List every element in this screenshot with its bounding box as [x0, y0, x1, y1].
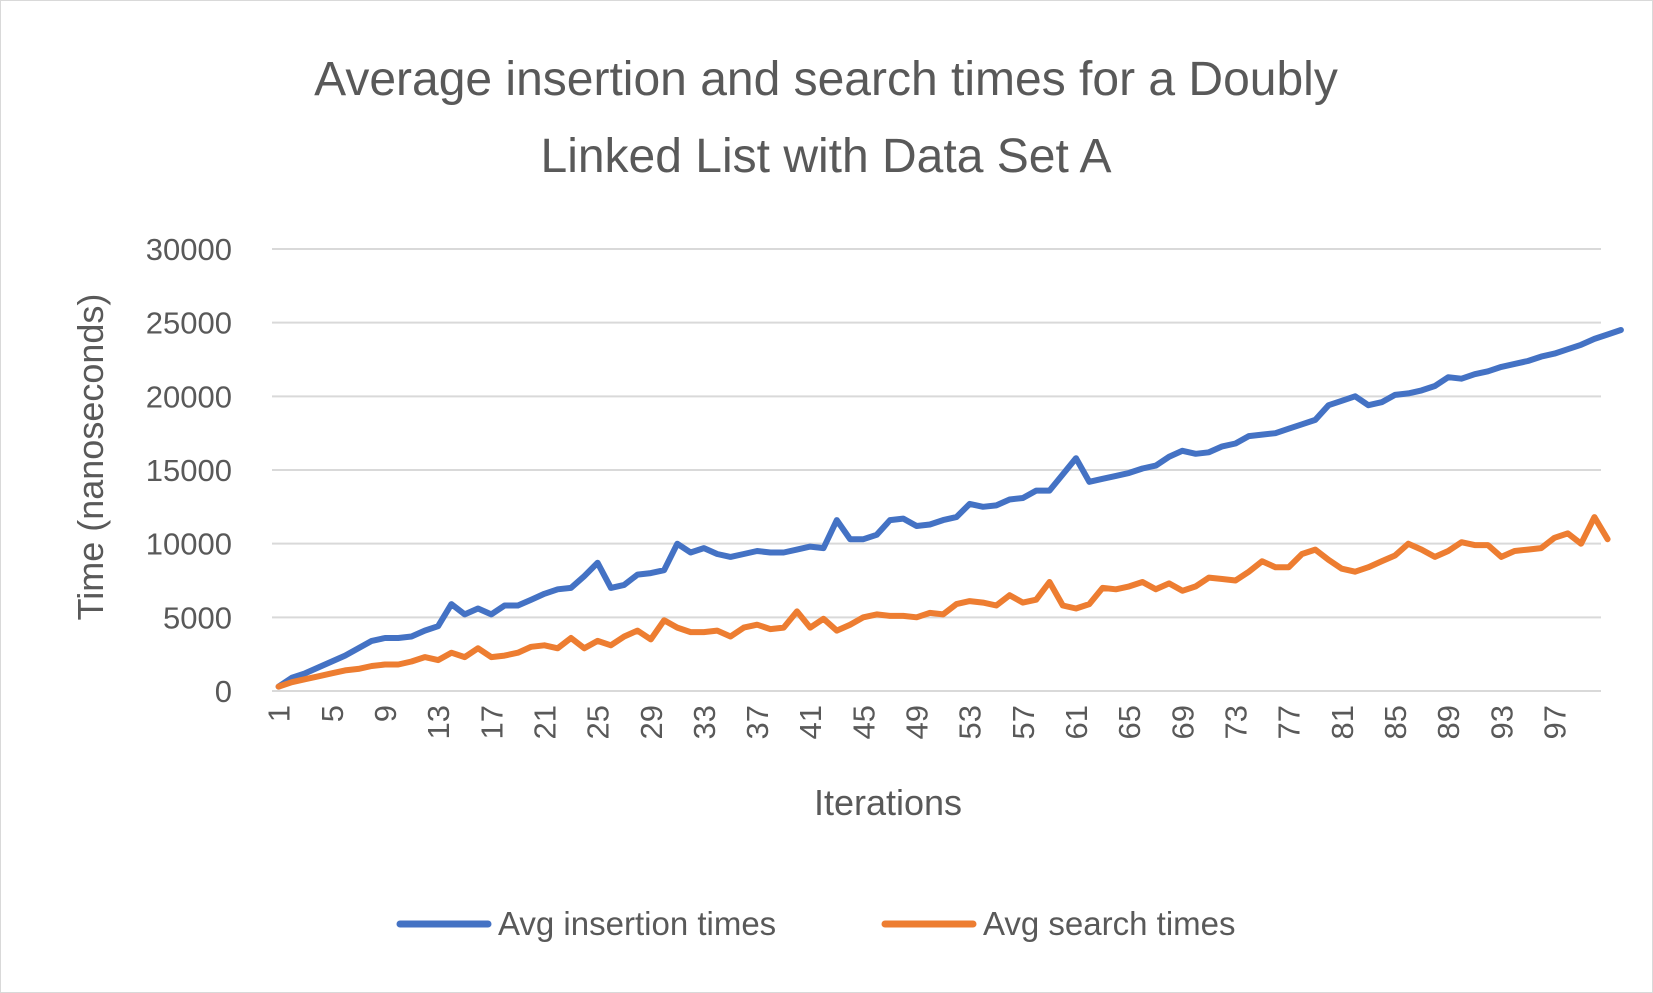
- x-tick-label: 37: [740, 705, 775, 739]
- y-axis-ticks: 0 5000 10000 15000 20000 25000 30000: [146, 232, 232, 709]
- x-tick-label: 81: [1325, 705, 1360, 739]
- x-tick-label: 85: [1378, 705, 1413, 739]
- x-tick-label: 17: [474, 705, 509, 739]
- series-lines: [275, 327, 1624, 690]
- y-axis-title: Time (nanoseconds): [70, 294, 111, 621]
- y-tick-label: 30000: [146, 232, 232, 267]
- chart-title-line-2: Linked List with Data Set A: [541, 130, 1112, 183]
- series-line-insertion: [275, 327, 1624, 690]
- y-tick-label: 10000: [146, 527, 232, 562]
- legend-label: Avg search times: [983, 905, 1236, 942]
- x-tick-label: 69: [1165, 705, 1200, 739]
- legend-label: Avg insertion times: [498, 905, 776, 942]
- x-tick-label: 45: [846, 705, 881, 739]
- x-tick-label: 29: [634, 705, 669, 739]
- x-tick-label: 53: [953, 705, 988, 739]
- y-tick-label: 5000: [163, 600, 232, 635]
- x-tick-label: 49: [900, 705, 935, 739]
- x-tick-label: 21: [527, 705, 562, 739]
- x-tick-label: 9: [368, 705, 403, 722]
- x-tick-label: 77: [1272, 705, 1307, 739]
- series-line-search: [275, 514, 1611, 690]
- x-tick-label: 57: [1006, 705, 1041, 739]
- legend: Avg insertion times Avg search times: [396, 905, 1236, 942]
- y-tick-label: 0: [215, 674, 232, 709]
- x-tick-label: 73: [1219, 705, 1254, 739]
- x-tick-label: 93: [1484, 705, 1519, 739]
- chart-title-line-1: Average insertion and search times for a…: [314, 53, 1338, 106]
- chart-title: Average insertion and search times for a…: [314, 53, 1338, 183]
- x-tick-label: 25: [581, 705, 616, 739]
- x-axis-ticks: 1 5 9 13 17 21 25 29 33 37 41 45 49 53 57 61 65 69 73 77 81 8…: [262, 705, 1573, 739]
- y-tick-label: 15000: [146, 453, 232, 488]
- x-tick-label: 41: [793, 705, 828, 739]
- x-tick-label: 61: [1059, 705, 1094, 739]
- x-tick-label: 33: [687, 705, 722, 739]
- x-tick-label: 13: [421, 705, 456, 739]
- gridlines: [272, 248, 1601, 619]
- x-tick-label: 65: [1112, 705, 1147, 739]
- y-tick-label: 25000: [146, 306, 232, 341]
- x-tick-label: 89: [1431, 705, 1466, 739]
- y-tick-label: 20000: [146, 379, 232, 414]
- x-tick-label: 5: [315, 705, 350, 722]
- x-tick-label: 97: [1537, 705, 1572, 739]
- x-axis-title: Iterations: [814, 782, 962, 823]
- x-tick-label: 1: [262, 705, 297, 722]
